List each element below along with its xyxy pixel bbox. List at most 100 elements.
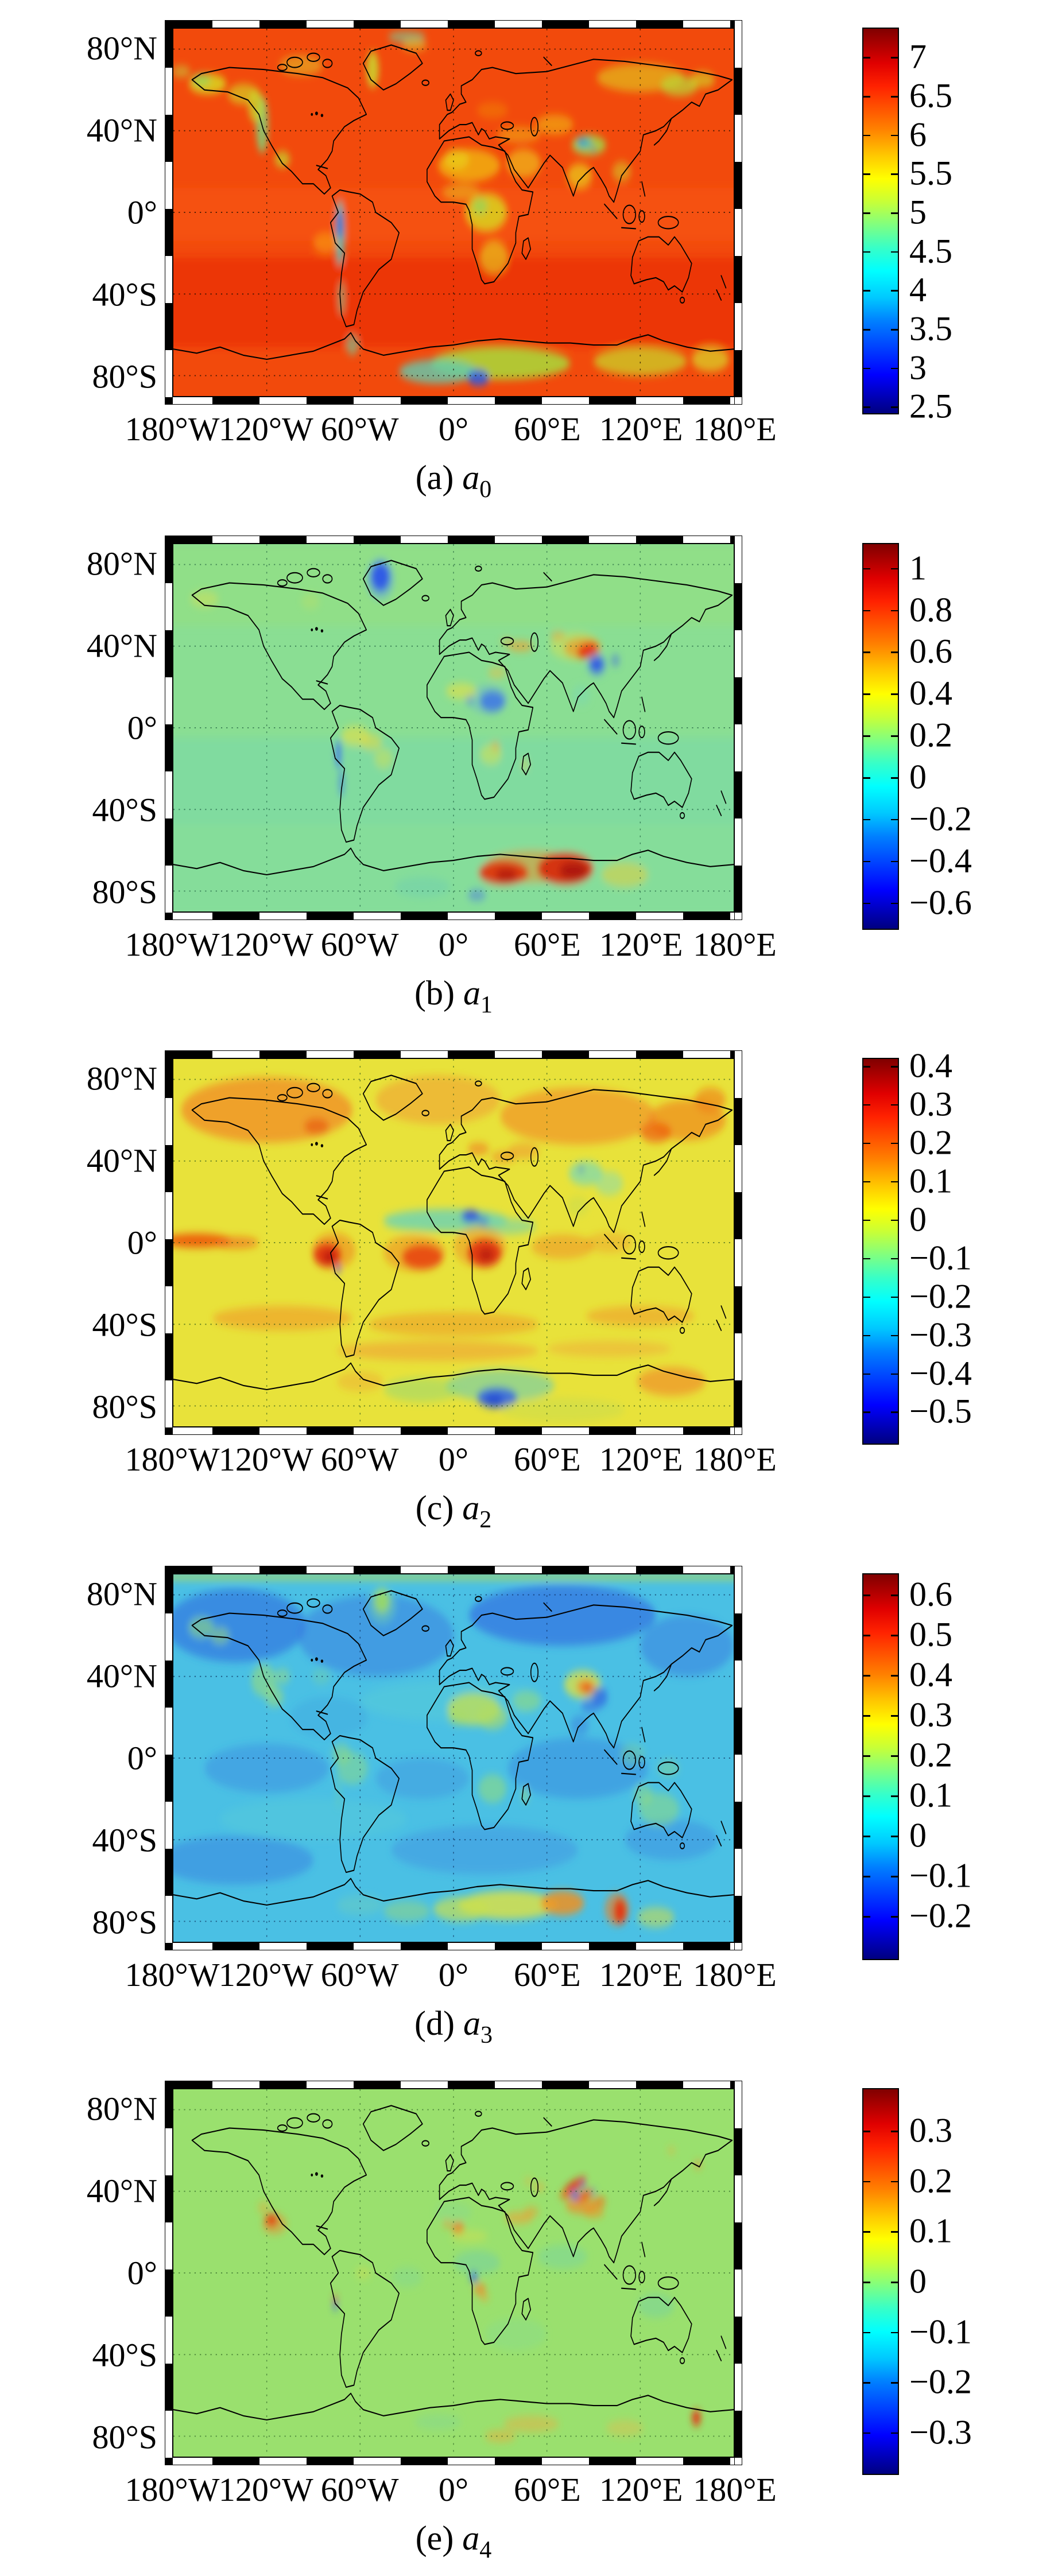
colorbar-tick-label: 0.2: [909, 1123, 952, 1162]
colorbar-tick-mark: [863, 1595, 870, 1596]
lat-tick-label: 80°N: [86, 545, 157, 583]
colorbar-tick-label: 0.2: [909, 716, 952, 754]
map-frame-d: [165, 1566, 742, 1950]
colorbar-tick-label: 5.5: [909, 154, 952, 192]
colorbar-tick-mark: [891, 96, 898, 98]
lat-tick-label: 80°S: [92, 1388, 157, 1426]
colorbar-tick-mark: [863, 1795, 870, 1797]
x-axis-labels-a: 180°W 120°W 60°W 0° 60°E 120°E 180°E: [125, 410, 777, 451]
colorbar-tick-label: 3.5: [909, 309, 952, 348]
colorbar-tick-label: 0.1: [909, 1162, 952, 1200]
colorbar-tick-mark: [891, 1795, 898, 1797]
frame-stripe-bottom: [165, 912, 742, 920]
colorbar-tick-mark: [863, 818, 870, 821]
lat-tick-label: 40°S: [92, 1821, 157, 1859]
lat-tick-label: 0°: [127, 193, 157, 231]
lat-tick-label: 0°: [127, 1224, 157, 1262]
colorbar-tick-label: −0.4: [909, 841, 972, 880]
lat-tick-label: 40°N: [86, 2172, 157, 2210]
colorbar-tick-label: 0.3: [909, 1696, 952, 1734]
colorbar-tick-mark: [891, 2181, 898, 2183]
colorbar-tick-label: −0.1: [909, 1239, 972, 1277]
frame-stripe-right: [734, 2081, 742, 2465]
lon-tick-label: 120°W: [218, 1956, 313, 1993]
colorbar-tick-mark: [863, 1715, 870, 1717]
world-heatmap-a: [172, 28, 735, 397]
colorbar-tick-label: 4: [909, 270, 927, 309]
lon-tick-label: 180°E: [693, 2471, 777, 2508]
frame-stripe-left: [165, 1050, 173, 1435]
frame-stripe-bottom: [165, 1942, 742, 1950]
colorbar-tick-mark: [891, 1219, 898, 1221]
colorbar-tick-label: 0: [909, 1816, 927, 1855]
map-frame-a: [165, 20, 742, 405]
x-axis-labels-c: 180°W 120°W 60°W 0° 60°E 120°E 180°E: [125, 1440, 777, 1481]
colorbar-labels-c: 0.4 0.3 0.2 0.1 0 −0.1 −0.2 −0.3 −0.4 −0.5: [909, 1047, 1053, 1445]
colorbar-tick-mark: [891, 1258, 898, 1260]
colorbar-tick-mark: [863, 251, 870, 253]
colorbar-tick-mark: [891, 134, 898, 137]
frame-stripe-right: [734, 1050, 742, 1435]
colorbar-tick-label: 1: [909, 549, 927, 587]
lon-tick-label: 120°E: [599, 1441, 683, 1478]
colorbar-tick-mark: [863, 2131, 870, 2132]
lon-tick-label: 60°E: [514, 1441, 581, 1478]
lon-tick-label: 120°W: [218, 1441, 313, 1478]
lat-tick-label: 40°N: [86, 627, 157, 665]
lat-tick-label: 40°N: [86, 1142, 157, 1180]
colorbar-tick-mark: [863, 1876, 870, 1877]
colorbar-tick-mark: [863, 693, 870, 695]
colorbar-tick-mark: [863, 212, 870, 214]
colorbar-tick-label: 0.8: [909, 591, 952, 629]
lon-tick-label: 0°: [438, 2471, 469, 2508]
colorbar-tick-mark: [863, 290, 870, 292]
lat-tick-label: 80°N: [86, 2090, 157, 2128]
colorbar-tick-label: 0: [909, 2262, 927, 2300]
colorbar-tick-mark: [863, 735, 870, 737]
colorbar-tick-mark: [863, 2331, 870, 2334]
frame-stripe-bottom: [165, 2457, 742, 2465]
lon-tick-label: 0°: [438, 410, 469, 448]
colorbar-labels-d: 0.6 0.5 0.4 0.3 0.2 0.1 0 −0.1 −0.2: [909, 1573, 1053, 1960]
colorbar-tick-mark: [891, 1635, 898, 1636]
lat-tick-label: 40°S: [92, 276, 157, 313]
colorbar-tick-label: 6.5: [909, 76, 952, 115]
colorbar-tick-mark: [863, 1104, 870, 1106]
colorbar-tick-mark: [891, 1142, 898, 1145]
lon-tick-label: 120°W: [218, 410, 313, 448]
colorbar-tick-mark: [891, 1373, 898, 1375]
frame-stripe-right: [734, 1566, 742, 1950]
map-frame-e: [165, 2081, 742, 2465]
colorbar-tick-mark: [863, 96, 870, 98]
colorbar-tick-mark: [891, 2282, 898, 2283]
colorbar-gradient: [862, 1058, 899, 1445]
colorbar-tick-label: 0.3: [909, 2111, 952, 2150]
colorbar-tick-mark: [891, 290, 898, 292]
colorbar-tick-mark: [863, 1755, 870, 1757]
lat-tick-label: 40°N: [86, 111, 157, 149]
frame-stripe-top: [165, 1566, 742, 1574]
lat-tick-label: 80°S: [92, 1903, 157, 1941]
colorbar-tick-label: 4.5: [909, 232, 952, 270]
lon-tick-label: 0°: [438, 1441, 469, 1478]
colorbar-tick-mark: [891, 406, 898, 408]
colorbar-tick-mark: [891, 2331, 898, 2334]
colorbar-tick-mark: [863, 2282, 870, 2283]
colorbar-tick-label: 0.6: [909, 632, 952, 670]
colorbar-tick-label: 0: [909, 1200, 927, 1239]
colorbar-tick-mark: [863, 1411, 870, 1413]
colorbar-d: [862, 1573, 899, 1960]
lon-tick-label: 180°W: [125, 2471, 220, 2508]
world-heatmap-d: [172, 1573, 735, 1943]
colorbar-tick-label: 0.3: [909, 1085, 952, 1123]
colorbar-tick-mark: [891, 1066, 898, 1068]
lon-tick-label: 60°W: [320, 2471, 399, 2508]
frame-stripe-right: [734, 20, 742, 405]
x-axis-labels-d: 180°W 120°W 60°W 0° 60°E 120°E 180°E: [125, 1956, 777, 1997]
colorbar-tick-mark: [863, 1296, 870, 1298]
frame-stripe-left: [165, 2081, 173, 2465]
frame-stripe-top: [165, 2081, 742, 2089]
colorbar-tick-label: −0.2: [909, 1277, 972, 1316]
colorbar-labels-a: 7 6.5 6 5.5 5 4.5 4 3.5 3 2.5: [909, 28, 1053, 425]
lon-tick-label: 60°E: [514, 1956, 581, 1993]
